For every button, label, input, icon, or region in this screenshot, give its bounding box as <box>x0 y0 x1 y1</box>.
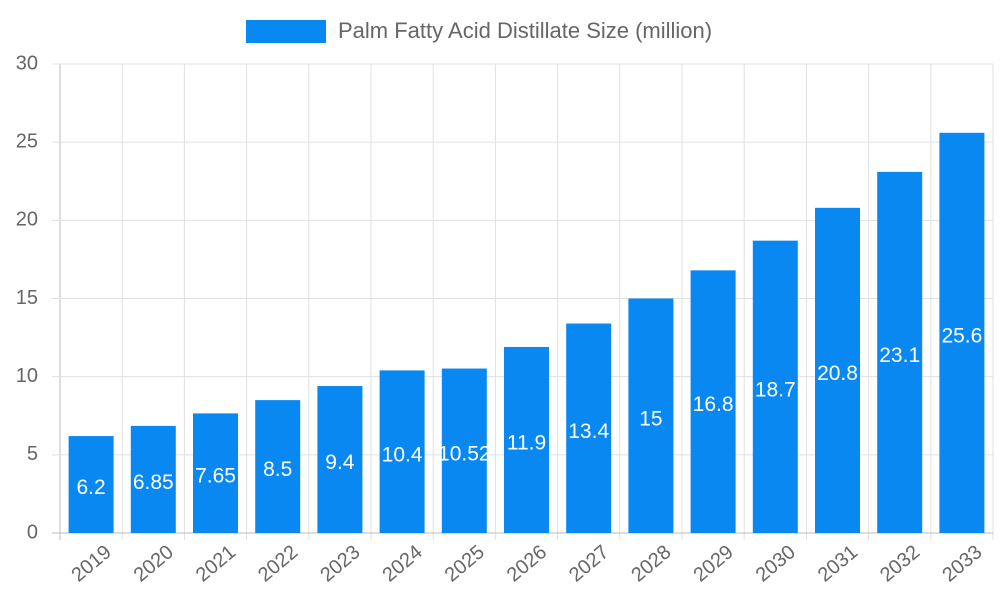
data-label: 10.4 <box>382 443 423 466</box>
bar <box>379 370 425 533</box>
bar <box>68 436 114 533</box>
data-label: 8.5 <box>263 458 292 481</box>
data-label: 16.8 <box>693 393 734 416</box>
bar <box>690 270 736 533</box>
data-label: 6.2 <box>76 476 105 499</box>
y-tick-label: 20 <box>16 209 38 231</box>
data-label: 18.7 <box>755 378 796 401</box>
x-tick-label: 2028 <box>627 541 675 586</box>
legend-label: Palm Fatty Acid Distillate Size (million… <box>338 18 712 43</box>
data-label: 10.52 <box>438 442 491 465</box>
x-tick-label: 2029 <box>689 541 737 586</box>
y-tick-label: 5 <box>27 443 38 465</box>
y-tick-label: 30 <box>16 52 38 74</box>
bar <box>566 323 612 533</box>
data-label: 25.6 <box>941 324 982 347</box>
data-label: 15 <box>639 407 662 430</box>
data-label: 7.65 <box>195 465 236 488</box>
legend-swatch <box>246 20 326 43</box>
x-tick-label: 2020 <box>130 541 178 586</box>
data-label: 6.85 <box>133 471 174 494</box>
bar <box>441 368 487 533</box>
x-tick-label: 2019 <box>67 541 115 586</box>
bar <box>255 400 301 533</box>
y-tick-label: 15 <box>16 287 38 309</box>
data-label: 13.4 <box>568 420 609 443</box>
bar <box>752 240 798 533</box>
x-tick-label: 2031 <box>814 541 862 586</box>
y-tick-label: 10 <box>16 365 38 387</box>
data-label: 11.9 <box>507 432 546 455</box>
data-label: 23.1 <box>879 344 920 367</box>
x-tick-label: 2022 <box>254 541 302 586</box>
bar <box>504 346 549 533</box>
bar <box>130 425 176 533</box>
x-tick-label: 2023 <box>316 541 364 586</box>
x-tick-label: 2033 <box>938 541 986 586</box>
x-tick-label: 2030 <box>752 541 800 586</box>
x-tick-label: 2025 <box>441 541 489 586</box>
bar <box>628 298 674 533</box>
y-tick-label: 25 <box>16 130 38 152</box>
bar <box>815 207 860 533</box>
x-tick-label: 2027 <box>565 541 613 586</box>
x-tick-label: 2024 <box>378 541 426 586</box>
data-label: 9.4 <box>325 451 355 474</box>
bar <box>877 171 923 533</box>
bar <box>193 413 238 533</box>
x-tick-label: 2032 <box>876 541 924 586</box>
x-tick-label: 2021 <box>192 541 240 586</box>
x-tick-label: 2026 <box>503 541 551 586</box>
y-tick-label: 0 <box>27 521 38 543</box>
bar <box>317 386 363 533</box>
bar <box>939 132 985 533</box>
data-label: 20.8 <box>817 362 858 385</box>
